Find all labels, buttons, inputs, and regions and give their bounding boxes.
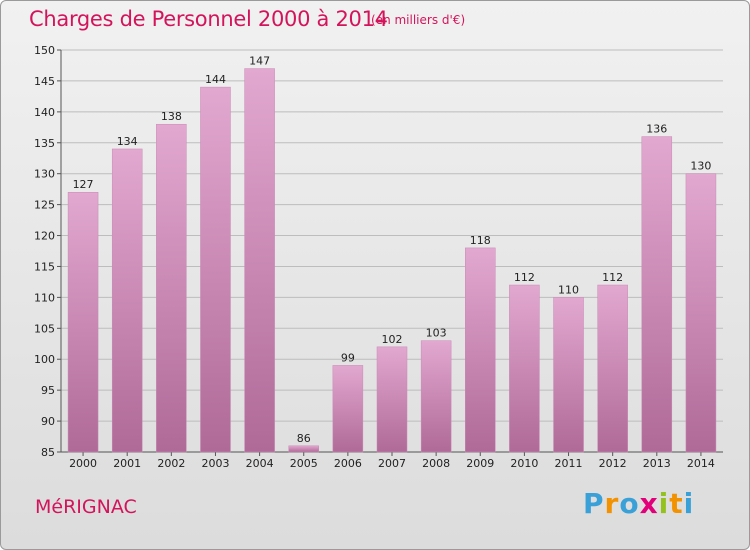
logo-letter: i [658, 487, 670, 520]
x-tick-label: 2009 [466, 457, 494, 470]
bar [420, 340, 452, 453]
x-tick-label: 2010 [510, 457, 538, 470]
commune-name: MéRIGNAC [35, 496, 137, 518]
x-tick-label: 2003 [201, 457, 229, 470]
y-tick-label: 120 [34, 230, 55, 243]
data-label: 102 [382, 333, 403, 346]
y-tick-label: 125 [34, 199, 55, 212]
data-label: 144 [205, 73, 226, 86]
y-tick-label: 140 [34, 106, 55, 119]
bar [509, 284, 540, 453]
y-tick-label: 110 [34, 291, 55, 304]
x-tick-label: 2013 [643, 457, 671, 470]
logo-letter: t [669, 487, 684, 520]
x-tick-label: 2005 [290, 457, 318, 470]
data-label: 103 [426, 327, 447, 340]
bar [685, 173, 717, 453]
data-label: 147 [249, 55, 270, 68]
bar [200, 86, 231, 453]
y-tick-label: 115 [34, 260, 55, 273]
y-tick-label: 130 [34, 168, 55, 181]
bar [288, 445, 319, 453]
logo-letter: x [639, 487, 659, 520]
data-label: 134 [117, 135, 138, 148]
data-labels: 127 134 138 144 147 86 99 102 103 118 112 110 112 136… [73, 55, 712, 445]
x-tick-label: 2011 [555, 457, 583, 470]
bar [111, 148, 143, 453]
y-tick-label: 150 [34, 44, 55, 57]
data-label: 110 [558, 283, 579, 296]
data-label: 130 [690, 160, 711, 173]
data-label: 99 [341, 351, 355, 364]
data-label: 86 [297, 432, 311, 445]
bar [597, 284, 628, 453]
y-tick-label: 85 [41, 446, 55, 459]
logo-letter: o [619, 487, 640, 520]
x-tick-label: 2014 [687, 457, 715, 470]
bar [244, 68, 275, 453]
x-tick-label: 2001 [113, 457, 141, 470]
data-label: 127 [73, 178, 94, 191]
chart-subtitle: (en milliers d'€) [371, 13, 466, 27]
bars [67, 68, 717, 453]
x-tick-label: 2002 [157, 457, 185, 470]
x-tick-label: 2012 [599, 457, 627, 470]
y-tick-label: 90 [41, 415, 55, 428]
chart-title: Charges de Personnel 2000 à 2014 [29, 7, 388, 31]
logo-letter: P [583, 487, 605, 520]
bar [156, 123, 187, 453]
x-tick-label: 2007 [378, 457, 406, 470]
proxiti-logo[interactable]: Proxiti [583, 487, 694, 520]
data-label: 112 [514, 271, 535, 284]
x-tick-label: 2008 [422, 457, 450, 470]
bar [376, 346, 408, 453]
logo-letter: r [604, 487, 620, 520]
y-tick-label: 100 [34, 353, 55, 366]
y-tick-label: 145 [34, 75, 55, 88]
y-tick-label: 105 [34, 322, 55, 335]
data-label: 112 [602, 271, 623, 284]
x-tick-label: 2006 [334, 457, 362, 470]
y-tick-label: 135 [34, 137, 55, 150]
data-label: 136 [646, 123, 667, 136]
x-tick-label: 2000 [69, 457, 97, 470]
bar [641, 136, 673, 453]
logo-letter: i [683, 487, 695, 520]
bar [332, 365, 364, 453]
bar [67, 191, 99, 453]
bar [553, 297, 584, 453]
bar [465, 247, 496, 453]
data-label: 138 [161, 110, 182, 123]
y-tick-label: 95 [41, 384, 55, 397]
data-label: 118 [470, 234, 491, 247]
x-tick-label: 2004 [246, 457, 274, 470]
